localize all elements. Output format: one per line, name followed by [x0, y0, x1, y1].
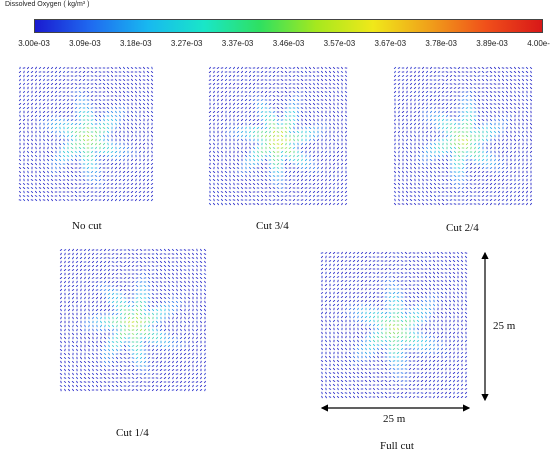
colorbar-tick: 3.57e-03 [323, 39, 356, 48]
colorbar-tick: 3.27e-03 [170, 39, 203, 48]
caption-no-cut: No cut [72, 220, 102, 232]
colorbar-tick: 3.46e-03 [272, 39, 305, 48]
colorbar-tick: 4.00e-03 [527, 39, 550, 48]
vector-field [59, 248, 207, 392]
panel-no-cut [18, 66, 157, 205]
caption-cut-1-4: Cut 1/4 [116, 427, 149, 439]
colorbar-title: Dissolved Oxygen ( kg/m³ ) [5, 1, 90, 8]
colorbar-tick: 3.89e-03 [476, 39, 508, 48]
panel-cut-2-4 [393, 66, 533, 209]
panel-cut-1-4 [59, 248, 208, 394]
vector-field [320, 251, 468, 399]
colorbar-tick: 3.00e-03 [18, 39, 50, 48]
caption-cut-3-4: Cut 3/4 [256, 220, 289, 232]
vector-field [393, 66, 533, 206]
colorbar-tick: 3.67e-03 [374, 39, 407, 48]
colorbar-tick: 3.18e-03 [120, 39, 152, 48]
colorbar [34, 19, 543, 33]
panel-full-cut [320, 251, 471, 401]
colorbar-tick: 3.78e-03 [425, 39, 457, 48]
height-label: 25 m [493, 320, 516, 332]
panel-cut-3-4 [208, 66, 348, 209]
vector-field [208, 66, 348, 206]
vector-field [18, 66, 154, 202]
width-label: 25 m [383, 413, 406, 425]
caption-full-cut: Full cut [380, 440, 414, 452]
caption-cut-2-4: Cut 2/4 [446, 222, 479, 234]
colorbar-tick: 3.37e-03 [221, 39, 254, 48]
colorbar-tick: 3.09e-03 [69, 39, 101, 48]
